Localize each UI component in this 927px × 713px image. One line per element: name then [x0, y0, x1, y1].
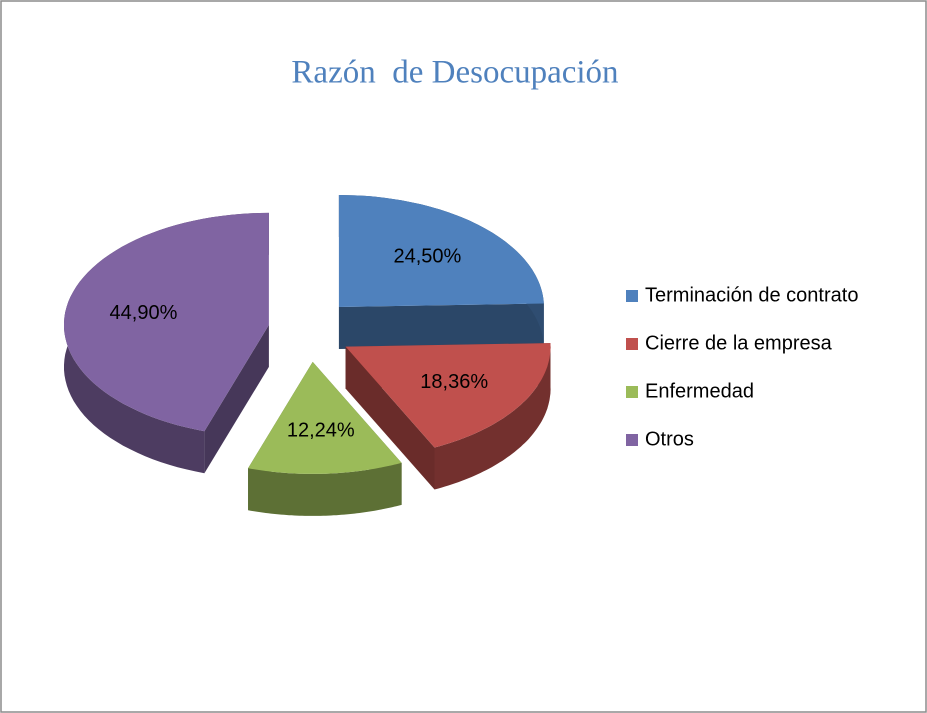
legend-label: Enfermedad: [645, 380, 754, 402]
slice-side: [434, 343, 551, 490]
legend-swatch: [626, 434, 638, 446]
chart-title: Razón de Desocupación: [291, 55, 618, 91]
slice-wall: [338, 303, 544, 349]
pie-slice: [338, 195, 544, 349]
slice-wall: [204, 324, 269, 474]
legend-swatch: [626, 386, 638, 398]
pie-slice: [345, 343, 551, 490]
slice: [338, 195, 544, 307]
legend-label: Otros: [645, 428, 694, 450]
legend-label: Terminación de contrato: [645, 284, 858, 306]
data-label: 44,90%: [110, 302, 178, 324]
data-label: 24,50%: [393, 245, 461, 267]
slice-wall: [345, 346, 435, 490]
data-label: 18,36%: [420, 371, 488, 393]
slice-side: [248, 462, 402, 516]
legend-swatch: [626, 290, 638, 302]
slice: [248, 361, 402, 474]
pie-slice: [64, 212, 269, 474]
data-label: 12,24%: [287, 420, 355, 442]
legend-swatch: [626, 338, 638, 350]
slice: [345, 343, 551, 448]
slice: [64, 212, 269, 432]
pie-slice: [248, 361, 402, 516]
legend-label: Cierre de la empresa: [645, 332, 833, 354]
